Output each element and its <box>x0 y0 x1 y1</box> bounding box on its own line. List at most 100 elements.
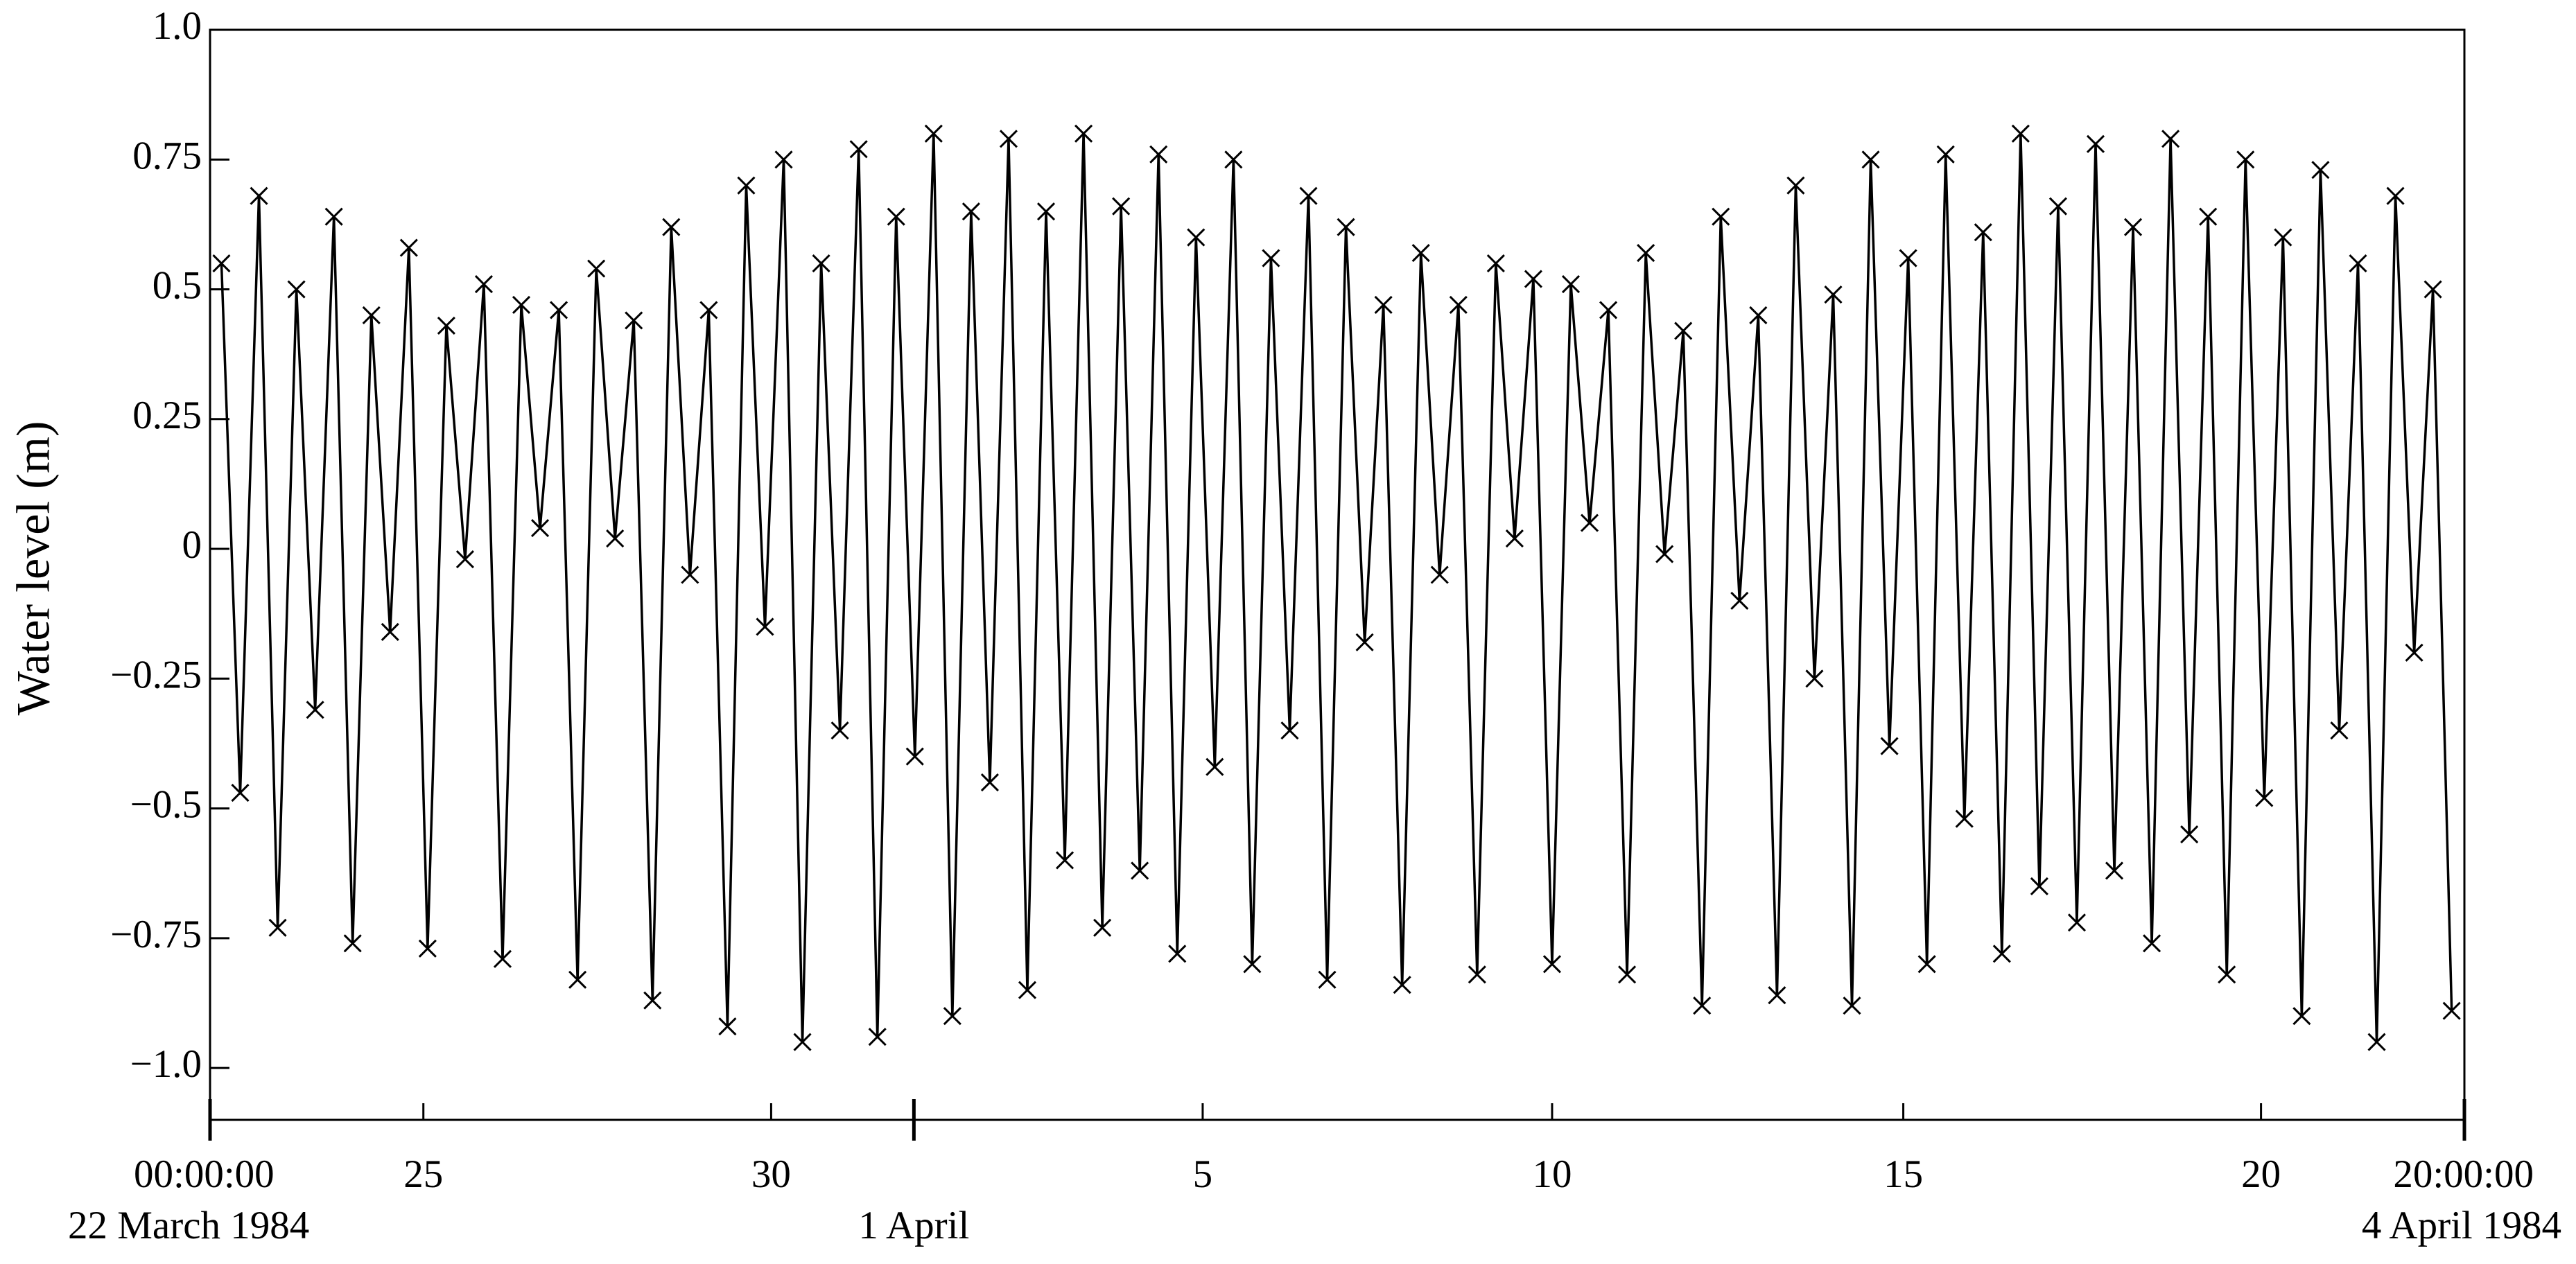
x-tick-label: 00:00:00 <box>134 1152 275 1196</box>
marker <box>1786 176 1805 195</box>
marker <box>1749 306 1768 325</box>
marker <box>1393 976 1411 994</box>
marker <box>830 721 849 740</box>
date-label: 1 April <box>858 1204 969 1247</box>
marker <box>2143 934 2161 953</box>
marker <box>1824 285 1843 304</box>
y-axis-label: Water level (m) <box>7 421 60 716</box>
y-tick-label: −1.0 <box>130 1042 202 1086</box>
marker <box>999 130 1018 148</box>
marker <box>1093 918 1112 937</box>
marker <box>1712 207 1730 226</box>
marker <box>343 934 362 953</box>
marker <box>1561 274 1581 294</box>
y-tick-label: 0.75 <box>132 134 202 177</box>
date-label: 22 March 1984 <box>68 1204 309 1247</box>
marker <box>625 311 643 330</box>
marker <box>1036 202 1056 221</box>
y-tick-label: −0.25 <box>110 653 202 696</box>
marker <box>737 176 756 195</box>
marker <box>662 218 681 236</box>
marker <box>250 186 268 205</box>
marker <box>1112 197 1131 216</box>
marker <box>1074 124 1093 143</box>
marker <box>2292 1007 2311 1026</box>
marker <box>418 939 437 958</box>
marker <box>2180 825 2199 844</box>
marker <box>812 254 830 273</box>
marker <box>1992 945 2011 963</box>
marker <box>1206 757 1224 776</box>
marker <box>2349 254 2367 273</box>
marker <box>1055 851 1074 870</box>
marker <box>2030 877 2048 895</box>
marker <box>1262 249 1280 267</box>
marker <box>306 701 324 719</box>
marker <box>568 970 587 989</box>
marker <box>493 949 512 968</box>
marker <box>793 1033 812 1051</box>
marker <box>587 259 606 278</box>
marker <box>2236 150 2255 169</box>
marker <box>606 529 625 548</box>
marker <box>1580 514 1599 532</box>
marker <box>399 238 418 257</box>
marker <box>2218 965 2236 984</box>
marker <box>1505 529 1524 548</box>
marker <box>2067 913 2087 932</box>
marker <box>2386 186 2405 205</box>
marker <box>268 918 287 937</box>
x-tick-label: 30 <box>751 1152 791 1196</box>
marker <box>1337 218 1355 236</box>
y-tick-label: 0 <box>182 523 202 567</box>
marker <box>1936 145 1955 164</box>
marker <box>1355 633 1374 651</box>
marker <box>1524 270 1542 288</box>
marker <box>2423 280 2442 299</box>
marker <box>1449 295 1468 315</box>
marker <box>1131 861 1149 880</box>
marker <box>455 550 474 569</box>
x-tick-label: 10 <box>1532 1152 1572 1196</box>
marker <box>2011 124 2030 143</box>
marker <box>1768 986 1786 1005</box>
marker <box>2311 161 2330 179</box>
marker <box>1411 244 1430 263</box>
marker <box>2161 130 2180 148</box>
marker <box>1299 186 1318 205</box>
marker <box>961 202 980 221</box>
marker <box>2048 197 2067 216</box>
marker <box>943 1007 961 1026</box>
marker <box>1468 965 1486 984</box>
y-tick-label: 1.0 <box>153 4 202 48</box>
marker <box>437 316 455 335</box>
marker <box>1674 322 1693 340</box>
marker <box>849 140 868 159</box>
marker <box>1187 228 1206 247</box>
marker <box>1917 955 1936 974</box>
plot-frame <box>209 28 2466 1121</box>
marker <box>381 622 399 641</box>
marker <box>2255 789 2274 807</box>
marker <box>1430 565 1449 584</box>
marker <box>2330 721 2349 740</box>
x-tick-label: 25 <box>403 1152 443 1196</box>
marker <box>1374 295 1393 315</box>
marker <box>718 1017 737 1036</box>
marker <box>1243 955 1262 974</box>
marker <box>2123 218 2143 236</box>
marker <box>212 254 231 273</box>
series-line <box>220 133 2453 1042</box>
marker <box>774 150 793 169</box>
y-tick-label: −0.5 <box>130 783 202 827</box>
marker <box>1974 223 1992 242</box>
marker <box>530 519 550 538</box>
marker <box>231 784 250 802</box>
marker <box>1486 254 1505 273</box>
marker <box>550 301 568 319</box>
date-label: 4 April 1984 <box>2362 1204 2561 1247</box>
y-tick-label: −0.75 <box>110 913 202 956</box>
marker <box>681 565 699 584</box>
marker <box>1149 145 1168 164</box>
marker <box>1318 970 1337 989</box>
